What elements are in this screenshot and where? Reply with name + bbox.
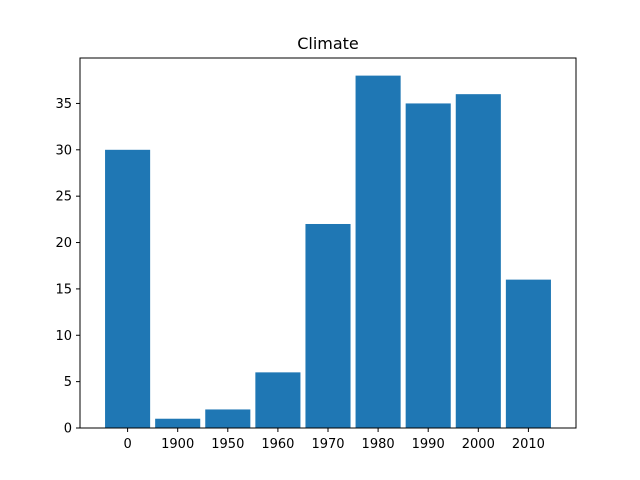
y-tick-label: 35 [55, 97, 72, 112]
x-tick-label: 2000 [462, 437, 495, 452]
y-axis-ticks: 0 5 10 15 20 25 30 35 [55, 97, 80, 437]
bar-1950 [205, 409, 251, 428]
bar-1990 [405, 103, 451, 428]
chart-title: Climate [297, 34, 359, 53]
y-tick-label: 5 [64, 375, 72, 390]
x-axis-ticks: 0 1900 1950 1960 1970 1980 1990 2000 2010 [123, 428, 545, 452]
y-tick-label: 0 [64, 422, 72, 437]
bars-group [105, 75, 551, 429]
x-tick-label: 2010 [512, 437, 545, 452]
bar-2000 [455, 94, 501, 429]
x-tick-label: 1990 [412, 437, 445, 452]
y-tick-label: 15 [55, 282, 72, 297]
bar-2010 [505, 279, 551, 428]
y-tick-label: 10 [55, 329, 72, 344]
x-tick-label: 0 [123, 437, 131, 452]
bar-1980 [355, 75, 401, 428]
x-tick-label: 1960 [261, 437, 294, 452]
plot-frame [79, 57, 577, 429]
x-tick-label: 1980 [362, 437, 395, 452]
bar-1970 [305, 223, 351, 428]
y-tick-label: 20 [55, 236, 72, 251]
bar-0 [105, 149, 151, 428]
bar-1960 [255, 372, 301, 428]
y-tick-label: 25 [55, 190, 72, 205]
bar-1900 [155, 418, 201, 428]
x-tick-label: 1970 [311, 437, 344, 452]
x-tick-label: 1900 [161, 437, 194, 452]
y-tick-label: 30 [55, 143, 72, 158]
x-tick-label: 1950 [211, 437, 244, 452]
